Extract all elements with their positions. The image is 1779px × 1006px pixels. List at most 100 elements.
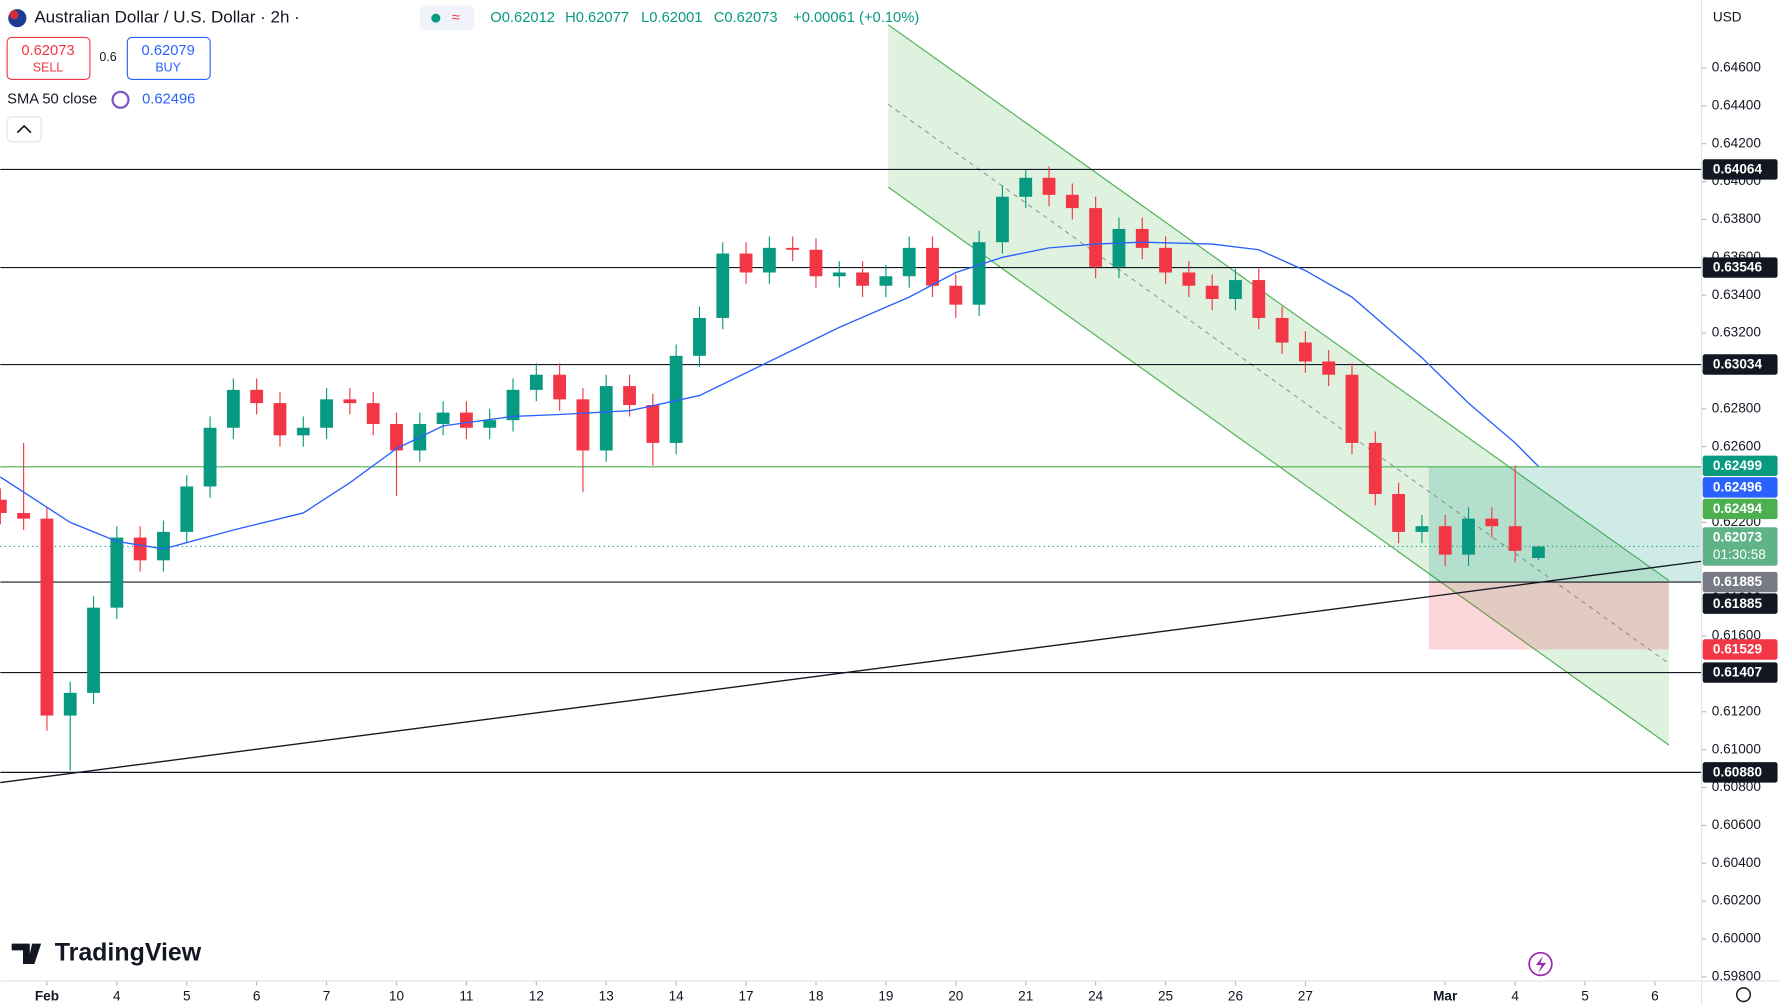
price-label-box (1702, 257, 1778, 278)
candle-body (646, 405, 660, 443)
candle-body (786, 247, 800, 250)
candle-body (1065, 194, 1079, 209)
x-tick-label: 24 (1088, 989, 1104, 1004)
price-label-box (1702, 477, 1778, 498)
ohlc-low: L0.62001 (641, 10, 702, 26)
logo-mark (11, 943, 42, 965)
candle-body (529, 374, 543, 390)
x-tick-label: 17 (739, 989, 754, 1004)
channel-upper (887, 24, 1670, 582)
y-tick-label: 0.59800 (1712, 968, 1762, 983)
price-label-box (1702, 159, 1778, 180)
price-label: 0.62496 (1713, 480, 1763, 495)
status-badge[interactable] (419, 5, 475, 31)
x-tick-label: 4 (1511, 989, 1519, 1004)
chevron-icon (16, 124, 32, 134)
candle-body (180, 486, 194, 532)
flag-icon (9, 10, 19, 20)
indicator-icon[interactable] (111, 90, 130, 109)
candle-body (436, 412, 450, 424)
y-tick-label: 0.63400 (1712, 287, 1762, 302)
y-tick-label: 0.62800 (1712, 400, 1762, 415)
candle-body (762, 247, 776, 273)
y-tick-label: 0.60200 (1712, 893, 1762, 908)
regression-channel (888, 24, 1669, 746)
candle-body (553, 374, 567, 400)
candle-body (926, 247, 939, 286)
price-label: 0.62499 (1713, 458, 1763, 473)
channel-middle (887, 103, 1670, 664)
plot-area: 0.646000.644000.642000.640000.638000.636… (0, 24, 1778, 1004)
sma-line (0, 241, 1539, 550)
ohlc-close: C0.62073 (714, 10, 778, 26)
x-tick-label: 5 (183, 989, 191, 1004)
alert-icon[interactable] (1528, 951, 1553, 977)
candle-body (133, 537, 147, 561)
candle-body (902, 247, 916, 277)
candle-body (832, 272, 846, 277)
price-label-box (1702, 593, 1778, 614)
candle-body (1252, 280, 1266, 318)
currency-label: USD (1713, 10, 1742, 25)
candle-body (949, 285, 963, 305)
candle-body (1508, 526, 1522, 551)
candle-body (226, 389, 240, 428)
candle-body (483, 420, 497, 428)
candle-body (1298, 342, 1312, 362)
candle-body (17, 512, 31, 519)
ohlc-high: H0.62077 (565, 10, 629, 26)
sell-price: 0.62073 (21, 43, 74, 59)
buy-price: 0.62079 (142, 43, 195, 59)
ohlc-open: O0.62012 (490, 10, 555, 26)
candle-body (1368, 442, 1382, 495)
x-tick-label: 19 (878, 989, 893, 1004)
candle-body (809, 249, 823, 277)
x-tick-label: 21 (1018, 989, 1033, 1004)
status-icon: ≈ (452, 10, 460, 26)
price-label-box (1702, 762, 1778, 783)
candle-body (460, 412, 473, 428)
candle-body (296, 427, 310, 436)
indicator-name: SMA 50 close (7, 92, 97, 108)
price-label-box (1702, 498, 1778, 520)
candle-body (1462, 518, 1475, 555)
candle-body (1042, 177, 1056, 195)
price-label: 0.61529 (1713, 642, 1763, 657)
y-tick-label: 0.61000 (1712, 741, 1762, 756)
candle-body (506, 389, 520, 421)
position-stop (1428, 582, 1669, 650)
y-tick-label: 0.64200 (1712, 135, 1762, 150)
candle-body (1438, 526, 1452, 555)
candle-body (1392, 494, 1406, 532)
candle-body (1532, 546, 1545, 559)
price-label-box (1702, 455, 1778, 477)
y-tick-label: 0.60600 (1712, 817, 1762, 832)
x-tick-label: 20 (948, 989, 964, 1004)
x-tick-label: Feb (35, 989, 59, 1004)
candle-body (87, 607, 100, 693)
x-tick-label: 12 (529, 989, 544, 1004)
y-tick-label: 0.60800 (1712, 779, 1762, 794)
price-label: 0.63546 (1713, 260, 1763, 275)
candle-body (40, 518, 54, 716)
collapse-button[interactable] (6, 116, 42, 143)
y-tick-label: 0.64600 (1712, 60, 1762, 75)
y-tick-label: 0.61200 (1712, 703, 1762, 718)
ohlc-change: +0.00061 (+0.10%) (793, 10, 919, 26)
buy-button[interactable] (126, 36, 211, 80)
candle-body (972, 242, 986, 305)
candle-body (716, 253, 730, 318)
x-tick-label: 18 (808, 989, 823, 1004)
y-tick-label: 0.60000 (1712, 931, 1762, 946)
candle-body (623, 386, 636, 406)
candle-body (250, 389, 264, 404)
x-tick-label: 10 (389, 989, 405, 1004)
sell-button[interactable] (6, 36, 91, 80)
candle-body (1275, 317, 1289, 343)
price-label: 0.62494 (1713, 501, 1763, 516)
candle-body (1112, 228, 1126, 267)
candle-body (63, 692, 77, 716)
settings-icon[interactable] (1735, 987, 1752, 1003)
